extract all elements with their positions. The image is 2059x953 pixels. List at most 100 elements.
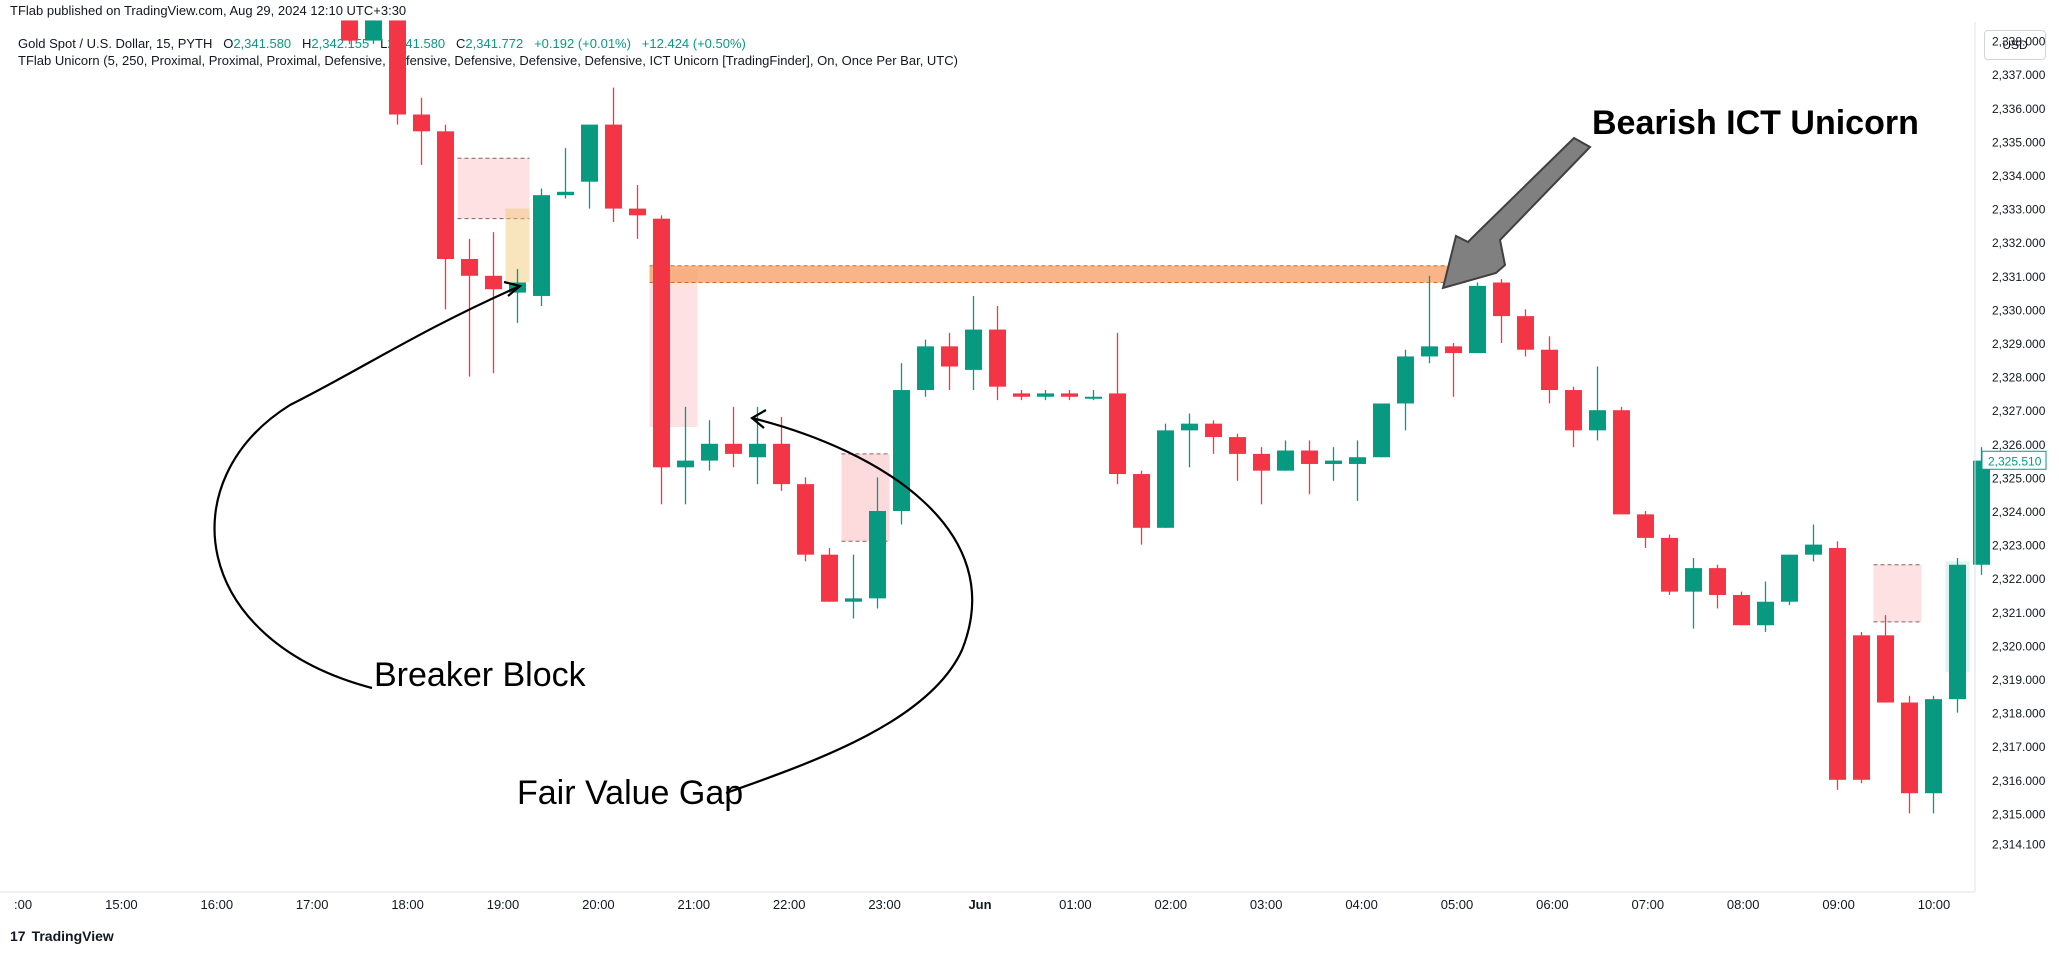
y-tick-label: 2,335.000: [1992, 135, 2046, 149]
candle-body: [581, 124, 598, 182]
candle: [1565, 386, 1582, 448]
candle-body: [1037, 393, 1054, 397]
candle: [629, 185, 646, 239]
candle: [1325, 447, 1342, 481]
candle: [1085, 390, 1102, 401]
indicator-legend[interactable]: TFlab Unicorn (5, 250, Proximal, Proxima…: [18, 53, 958, 68]
x-tick-label: 08:00: [1727, 897, 1760, 912]
x-tick-label: 03:00: [1250, 897, 1283, 912]
fvg-zone-3: [1873, 564, 1922, 622]
candle: [1709, 564, 1726, 609]
candle: [989, 306, 1006, 401]
candle-body: [1901, 702, 1918, 794]
publisher-bar: TFlab published on TradingView.com, Aug …: [0, 0, 2059, 22]
candle: [1517, 309, 1534, 357]
candle-body: [1205, 423, 1222, 438]
high-value: 2,342.155: [311, 36, 370, 51]
candle: [701, 420, 718, 471]
candle: [461, 238, 478, 377]
candle: [1757, 581, 1774, 632]
y-tick-label: 2,329.000: [1992, 337, 2046, 351]
y-tick-label: 2,334.000: [1992, 169, 2046, 183]
candle: [1469, 282, 1486, 354]
candle-body: [1469, 285, 1486, 354]
symbol-legend[interactable]: Gold Spot / U.S. Dollar, 15, PYTH O2,341…: [18, 36, 746, 51]
candle: [749, 406, 766, 485]
candle-body: [1181, 423, 1198, 431]
candle-body: [1277, 450, 1294, 471]
candle-body: [533, 195, 550, 296]
y-tick-label: 2,318.000: [1992, 707, 2046, 721]
breaker-block-zone: [505, 208, 530, 283]
candle-body: [869, 511, 886, 599]
x-tick-label: 10:00: [1918, 897, 1951, 912]
candle: [1397, 349, 1414, 431]
candle-body: [1925, 699, 1942, 794]
candle: [821, 547, 838, 602]
symbol-name[interactable]: Gold Spot / U.S. Dollar, 15, PYTH: [18, 36, 213, 51]
candle-body: [413, 114, 430, 132]
y-tick-label: 2,320.000: [1992, 639, 2046, 653]
candle-body: [1709, 568, 1726, 595]
candle: [1229, 433, 1246, 481]
candle-body: [509, 282, 526, 293]
candle: [845, 554, 862, 619]
candle: [1613, 406, 1630, 515]
candle: [869, 477, 886, 609]
candle: [797, 477, 814, 562]
candle: [917, 339, 934, 397]
fvg-zone-1: [649, 269, 698, 427]
candle: [437, 124, 454, 310]
x-tick-label: 02:00: [1155, 897, 1188, 912]
candle-body: [821, 554, 838, 602]
candle: [1013, 390, 1030, 401]
candle-body: [1757, 601, 1774, 626]
y-tick-label: 2,328.000: [1992, 371, 2046, 385]
candle-body: [1637, 514, 1654, 538]
candle: [1853, 631, 1870, 784]
low-label: L: [380, 36, 388, 51]
tradingview-logo[interactable]: 17 TradingView: [10, 928, 114, 944]
candle-body: [1373, 403, 1390, 458]
y-tick-label: 2,337.000: [1992, 68, 2046, 82]
candle-body: [701, 443, 718, 461]
candle-body: [1421, 346, 1438, 357]
candle: [1133, 470, 1150, 545]
candle: [1637, 511, 1654, 548]
candle-body: [1613, 410, 1630, 515]
candle-body: [917, 346, 934, 391]
candle: [485, 232, 502, 374]
change-percent-value: +12.424 (+0.50%): [641, 36, 746, 51]
y-tick-label: 2,319.000: [1992, 673, 2046, 687]
candle-body: [1685, 568, 1702, 592]
y-tick-label: 2,315.000: [1992, 807, 2046, 821]
x-tick-label: 22:00: [773, 897, 806, 912]
candle: [533, 188, 550, 307]
candle-body: [605, 124, 622, 209]
y-tick-label: 2,336.000: [1992, 102, 2046, 116]
candle: [677, 406, 694, 505]
candle: [1877, 615, 1894, 703]
change-value: +0.192 (+0.01%): [534, 36, 631, 51]
candle: [1445, 343, 1462, 397]
tradingview-logo-icon: 17: [10, 928, 26, 944]
candle-body: [1397, 356, 1414, 404]
candle-body: [1349, 457, 1366, 464]
candle: [1805, 524, 1822, 562]
breaker-block-curve: [213, 284, 521, 690]
candle: [557, 148, 574, 199]
candle-body: [1565, 390, 1582, 431]
y-tick-label: 2,317.000: [1992, 740, 2046, 754]
candle-body: [437, 131, 454, 259]
x-tick-label: 18:00: [391, 897, 424, 912]
candle: [1157, 423, 1174, 528]
fvg-arrow-head: [750, 409, 767, 429]
candle-body: [1661, 537, 1678, 592]
y-tick-label: 2,331.000: [1992, 270, 2046, 284]
y-tick-label: 2,323.000: [1992, 539, 2046, 553]
candle: [1301, 440, 1318, 495]
currency-button[interactable]: USD: [1984, 30, 2046, 60]
candle: [605, 87, 622, 223]
candle: [1661, 534, 1678, 595]
candle: [581, 124, 598, 209]
